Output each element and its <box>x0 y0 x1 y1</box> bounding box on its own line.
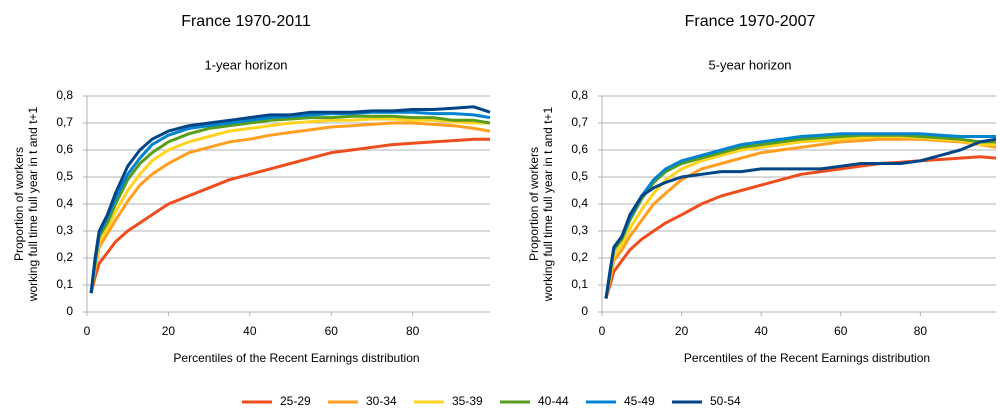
y-tick-label: 0,3 <box>56 223 73 237</box>
x-axis-label: Percentiles of the Recent Earnings distr… <box>173 351 419 365</box>
legend-label: 30-34 <box>366 394 397 408</box>
y-axis-label: Proportion of workers <box>12 147 26 261</box>
y-tick-label: 0,4 <box>56 196 73 210</box>
series-line <box>604 137 997 299</box>
x-tick-label: 0 <box>599 324 606 338</box>
y-tick-label: 0,8 <box>56 88 73 102</box>
x-tick-label: 60 <box>834 324 848 338</box>
x-tick-label: 60 <box>325 324 339 338</box>
x-tick-label: 80 <box>914 324 928 338</box>
y-tick-label: 0,7 <box>56 115 73 129</box>
legend-label: 50-54 <box>710 394 741 408</box>
y-tick-label: 0,2 <box>56 250 73 264</box>
y-tick-label: 0 <box>581 304 588 318</box>
y-tick-label: 0 <box>66 304 73 318</box>
y-tick-label: 0,5 <box>571 169 588 183</box>
series-line <box>89 114 491 294</box>
y-tick-label: 0,1 <box>56 277 73 291</box>
y-tick-label: 0,1 <box>571 277 588 291</box>
x-tick-label: 40 <box>243 324 257 338</box>
series-line <box>89 110 491 294</box>
legend-label: 40-44 <box>538 394 569 408</box>
y-tick-label: 0,6 <box>571 142 588 156</box>
legend-label: 45-49 <box>624 394 655 408</box>
chart-title: France 1970-2011 <box>181 13 311 30</box>
chart-title: France 1970-2007 <box>685 13 816 30</box>
y-tick-label: 0,7 <box>571 115 588 129</box>
y-axis-label: working full time full year in t and t+1 <box>26 106 40 302</box>
y-tick-label: 0,4 <box>571 196 588 210</box>
y-tick-label: 0,2 <box>571 250 588 264</box>
x-tick-label: 40 <box>755 324 769 338</box>
series-line <box>89 105 491 294</box>
legend-label: 25-29 <box>280 394 311 408</box>
series-line <box>604 155 997 299</box>
y-tick-label: 0,5 <box>56 169 73 183</box>
y-tick-label: 0,3 <box>571 223 588 237</box>
x-tick-label: 20 <box>675 324 689 338</box>
x-axis-label: Percentiles of the Recent Earnings distr… <box>684 351 930 365</box>
y-tick-label: 0,8 <box>571 88 588 102</box>
y-tick-label: 0,6 <box>56 142 73 156</box>
chart-subtitle: 5-year horizon <box>708 57 791 72</box>
legend-label: 35-39 <box>452 394 483 408</box>
y-axis-label: working full time full year in t and t+1 <box>541 106 555 302</box>
y-axis-label: Proportion of workers <box>527 147 541 261</box>
series-line <box>89 121 491 294</box>
x-tick-label: 0 <box>84 324 91 338</box>
chart-subtitle: 1-year horizon <box>204 57 287 72</box>
series-line <box>604 137 997 299</box>
series-line <box>89 137 490 294</box>
x-tick-label: 20 <box>162 324 176 338</box>
x-tick-label: 80 <box>406 324 420 338</box>
series-line <box>89 117 490 294</box>
